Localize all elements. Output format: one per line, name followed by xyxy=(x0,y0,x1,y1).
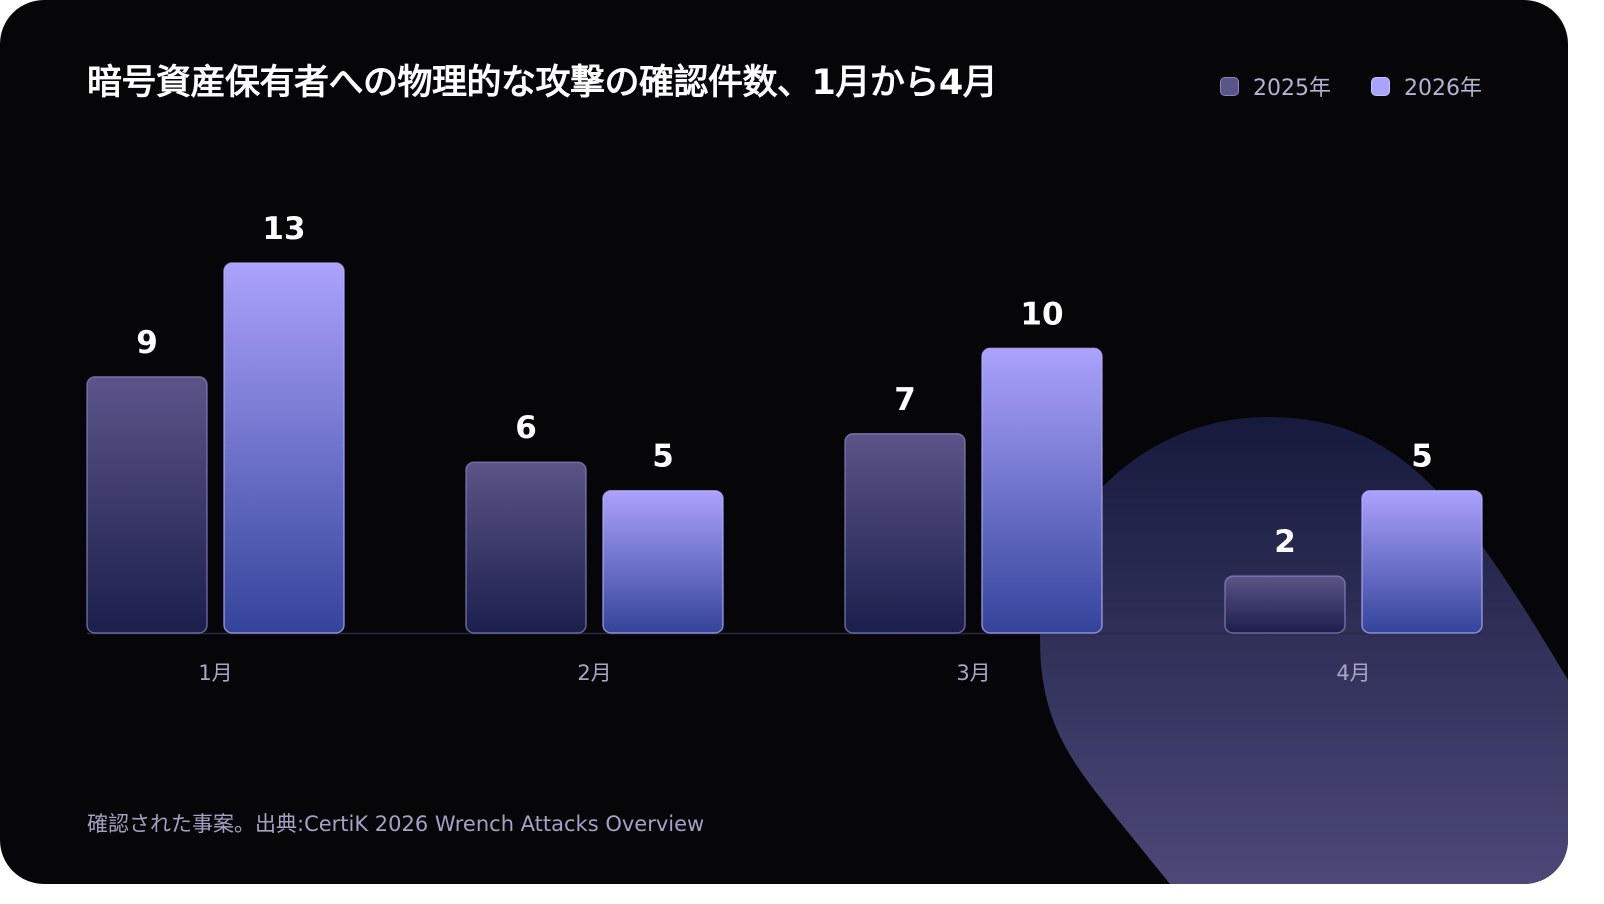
bar-2026年-2月 xyxy=(602,489,724,634)
data-label-2026年-3月: 10 xyxy=(1020,296,1063,332)
legend-swatch-2025 xyxy=(1220,76,1239,96)
source-footnote: 確認された事案。出典:CertiK 2026 Wrench Attacks Ov… xyxy=(87,812,705,836)
bar-2025年-4月 xyxy=(1224,575,1346,634)
chart-card: 暗号資産保有者への物理的な攻撃の確認件数、1月から4月 2025年 2026年 … xyxy=(0,0,1568,884)
x-tick-label-1月: 1月 xyxy=(198,661,232,685)
legend-item-2026: 2026年 xyxy=(1371,70,1482,102)
data-label-2025年-4月: 2 xyxy=(1274,524,1296,560)
legend-label-2026: 2026年 xyxy=(1404,76,1482,101)
legend-item-2025: 2025年 xyxy=(1220,70,1331,102)
bar-2025年-1月 xyxy=(86,376,208,634)
data-label-2026年-1月: 13 xyxy=(262,211,305,247)
bar-2026年-3月 xyxy=(981,347,1103,634)
bar-2026年-4月 xyxy=(1361,489,1483,634)
chart-title: 暗号資産保有者への物理的な攻撃の確認件数、1月から4月 xyxy=(87,63,998,103)
data-label-2025年-3月: 7 xyxy=(894,382,916,418)
data-label-2026年-4月: 5 xyxy=(1411,439,1433,475)
bar-2026年-1月 xyxy=(223,262,345,634)
bar-2025年-2月 xyxy=(465,461,587,634)
x-tick-label-2月: 2月 xyxy=(577,661,611,685)
legend: 2025年 2026年 xyxy=(1220,70,1482,102)
legend-label-2025: 2025年 xyxy=(1253,76,1331,101)
bar-2025年-3月 xyxy=(844,433,966,634)
data-label-2026年-2月: 5 xyxy=(652,439,674,475)
x-tick-label-4月: 4月 xyxy=(1336,661,1370,685)
legend-swatch-2026 xyxy=(1371,76,1390,96)
data-label-2025年-1月: 9 xyxy=(136,325,158,361)
data-label-2025年-2月: 6 xyxy=(515,410,537,446)
x-tick-label-3月: 3月 xyxy=(956,661,990,685)
bar-chart: 9 13 1月 6 5 2月 7 10 3月 2 5 4月 xyxy=(86,211,1483,685)
